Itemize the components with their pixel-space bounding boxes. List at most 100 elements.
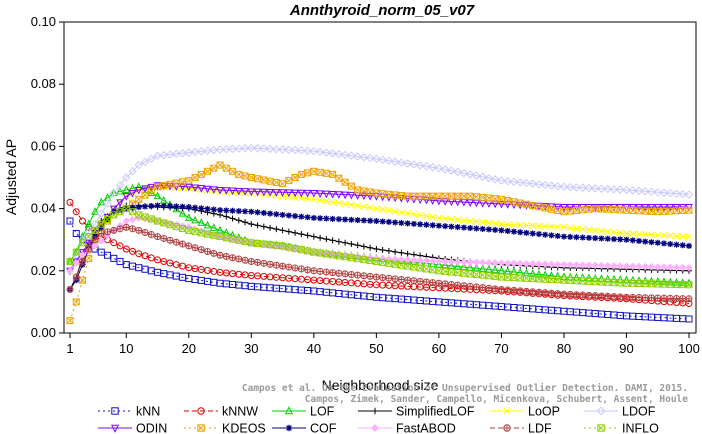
data-point <box>310 248 318 256</box>
data-point <box>129 204 136 211</box>
legend-label: LDF <box>528 422 552 434</box>
data-point <box>66 217 74 225</box>
data-point <box>585 226 593 234</box>
data-point <box>329 251 336 259</box>
data-point <box>185 204 192 211</box>
data-point <box>360 256 368 263</box>
data-point <box>228 144 237 154</box>
data-point <box>435 257 443 266</box>
data-point <box>679 263 687 272</box>
series-kdeos <box>66 161 693 325</box>
data-point <box>423 278 430 285</box>
data-point <box>347 191 356 200</box>
data-point <box>510 221 518 229</box>
data-point <box>197 407 205 415</box>
legend: kNN kNNW LOF SimplifiedLOF LoOP LDOF ODIN KDEOS… <box>98 405 659 434</box>
data-point <box>323 215 330 222</box>
data-point <box>129 225 136 232</box>
data-point <box>304 232 311 239</box>
data-point <box>197 424 205 432</box>
data-point <box>122 173 131 182</box>
data-point <box>72 229 80 237</box>
data-point <box>479 218 487 226</box>
data-point <box>447 166 456 175</box>
data-point <box>460 269 468 277</box>
data-point <box>210 250 217 257</box>
data-point <box>248 221 255 228</box>
data-point <box>616 262 624 270</box>
data-point <box>341 178 349 186</box>
data-point <box>384 156 394 165</box>
data-point <box>435 259 443 268</box>
data-point <box>529 288 536 295</box>
data-point <box>566 261 574 269</box>
data-point <box>222 234 230 242</box>
data-point <box>335 191 343 199</box>
data-point <box>373 258 380 265</box>
data-point <box>129 262 137 270</box>
data-point <box>573 225 580 232</box>
data-point <box>578 204 587 212</box>
data-point <box>466 263 474 271</box>
data-point <box>185 177 193 184</box>
data-point <box>316 190 324 198</box>
data-point <box>354 272 361 279</box>
data-point <box>116 208 124 216</box>
data-point <box>242 257 249 264</box>
data-point <box>540 180 550 190</box>
data-point <box>373 189 380 197</box>
y-tick-label: 0.04 <box>31 201 56 216</box>
data-point <box>147 183 156 192</box>
data-point <box>310 167 318 175</box>
data-point <box>228 187 237 196</box>
data-point <box>686 242 692 249</box>
data-point <box>360 217 367 224</box>
data-point <box>472 263 481 272</box>
data-point <box>241 172 249 180</box>
data-point <box>579 225 587 233</box>
data-point <box>491 265 499 274</box>
data-point <box>453 167 462 177</box>
data-point <box>385 247 392 254</box>
data-point <box>579 277 587 285</box>
legend-label: INFLO <box>622 422 659 434</box>
data-point <box>91 227 99 234</box>
data-point <box>248 208 255 215</box>
data-point <box>647 187 656 197</box>
data-point <box>503 259 512 267</box>
data-point <box>441 192 449 200</box>
data-point <box>335 174 343 182</box>
data-point <box>509 177 519 187</box>
data-point <box>416 192 424 200</box>
data-point <box>173 239 180 246</box>
data-point <box>441 260 449 269</box>
data-point <box>97 209 106 218</box>
data-point <box>373 246 380 253</box>
data-point <box>441 215 449 222</box>
series-ldof <box>65 143 694 276</box>
data-point <box>166 259 174 267</box>
data-point <box>223 207 230 214</box>
data-point <box>316 196 324 204</box>
data-point <box>447 261 456 269</box>
data-point <box>685 263 693 272</box>
data-point <box>534 180 544 189</box>
data-point <box>685 315 693 323</box>
data-point <box>197 218 206 226</box>
data-point <box>248 239 255 247</box>
data-point <box>434 163 444 173</box>
data-point <box>135 211 143 219</box>
legend-item-knnw: kNNW <box>184 405 258 419</box>
data-point <box>504 227 511 234</box>
data-point <box>629 262 637 270</box>
data-point <box>585 278 593 285</box>
data-point <box>679 242 686 249</box>
data-point <box>453 258 462 266</box>
data-point <box>147 154 156 164</box>
data-point <box>510 274 518 281</box>
data-point <box>416 211 424 219</box>
data-point <box>435 214 443 222</box>
data-point <box>291 174 299 181</box>
data-point <box>360 187 368 195</box>
data-point <box>559 182 569 192</box>
